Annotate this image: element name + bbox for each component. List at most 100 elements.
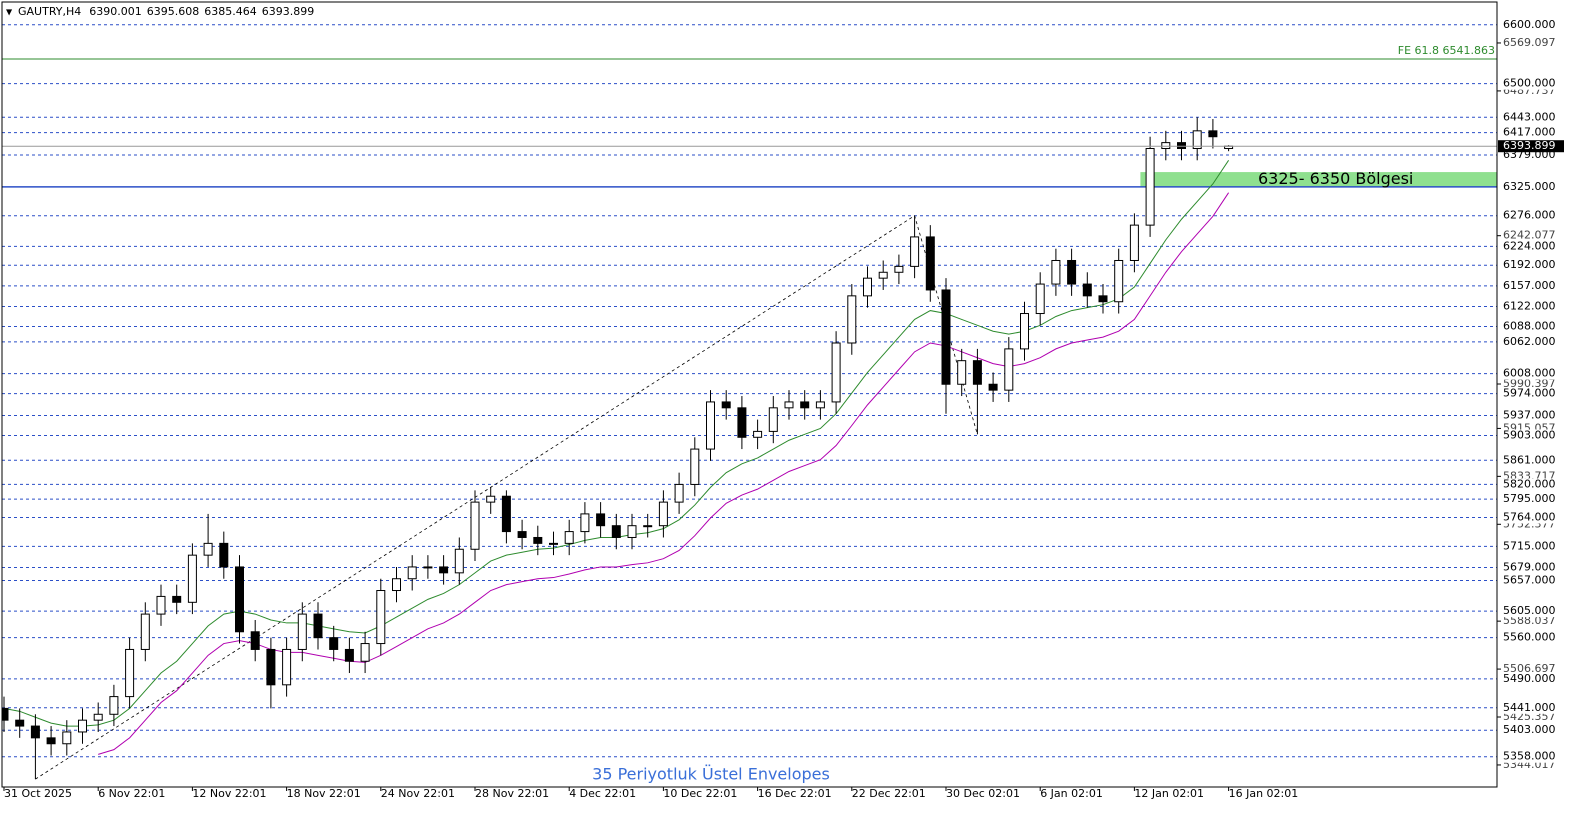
- zone-label: 6325- 6350 Bölgesi: [1258, 169, 1413, 188]
- candle-body: [235, 566, 244, 633]
- candle-body: [62, 731, 72, 745]
- candle-body: [470, 501, 480, 550]
- candle-body: [768, 407, 778, 432]
- candle-body: [156, 595, 166, 615]
- level-label-bg: [1500, 701, 1592, 714]
- candle-body: [1067, 259, 1077, 285]
- candle-body: [1177, 142, 1186, 150]
- candle-body: [1004, 348, 1014, 391]
- candle-body: [93, 713, 103, 721]
- level-label: 5903.000: [1503, 429, 1556, 442]
- level-label: 5861.000: [1503, 453, 1556, 466]
- level-label-bg: [1500, 300, 1592, 313]
- level-label-bg: [1500, 259, 1592, 272]
- candle-body: [674, 483, 684, 503]
- candle-body: [690, 448, 700, 485]
- level-label: 6276.000: [1503, 209, 1556, 222]
- x-tick-label: 28 Nov 22:01: [475, 787, 549, 800]
- level-label-bg: [1500, 279, 1592, 292]
- x-tick-label: 10 Dec 22:01: [663, 787, 737, 800]
- level-label: 6088.000: [1503, 319, 1556, 332]
- x-tick-label: 6 Jan 02:01: [1040, 787, 1103, 800]
- y-tick-label: 5588.037: [1503, 614, 1556, 627]
- x-tick-label: 22 Dec 22:01: [852, 787, 926, 800]
- header-close: 6393.899: [262, 5, 315, 18]
- level-label-bg: [1500, 493, 1592, 506]
- level-label: 5937.000: [1503, 408, 1556, 421]
- symbol: GAUTRY,H4: [18, 5, 81, 18]
- level-label-bg: [1500, 631, 1592, 644]
- candle-body: [329, 637, 339, 650]
- candle-body: [2, 707, 9, 721]
- level-label: 6008.000: [1503, 367, 1556, 380]
- candle-body: [815, 401, 825, 409]
- level-label-bg: [1500, 320, 1592, 333]
- level-label-bg: [1500, 605, 1592, 618]
- level-label: 6600.000: [1503, 18, 1556, 31]
- candle-body: [297, 613, 307, 650]
- x-tick-label: 24 Nov 22:01: [381, 787, 455, 800]
- candle-body: [454, 548, 464, 574]
- candle-body: [1098, 295, 1108, 303]
- candle-body: [1082, 283, 1092, 297]
- candle-body: [486, 495, 496, 503]
- x-tick-label: 12 Jan 02:01: [1134, 787, 1204, 800]
- y-tick-label: 6569.097: [1503, 36, 1556, 49]
- candle-body: [1208, 130, 1218, 138]
- candle-body: [376, 590, 386, 645]
- level-label: 5358.000: [1503, 750, 1556, 763]
- candle-body: [910, 236, 920, 267]
- level-label-bg: [1500, 367, 1592, 380]
- candle-body: [878, 271, 888, 279]
- level-label-bg: [1500, 180, 1592, 193]
- plot-frame: [1, 1, 1498, 788]
- y-tick-label: 5990.397: [1503, 377, 1556, 390]
- level-label: 5795.000: [1503, 492, 1556, 505]
- candle-body: [250, 631, 260, 650]
- level-label: 6157.000: [1503, 279, 1556, 292]
- candle-body: [988, 383, 998, 391]
- candle-body: [360, 643, 370, 662]
- candle-body: [721, 401, 731, 409]
- candle-body: [596, 513, 606, 527]
- candle-body: [580, 513, 590, 533]
- level-label: 6417.000: [1503, 126, 1556, 139]
- x-tick-label: 31 Oct 2025: [4, 787, 72, 800]
- fe-label: FE 61.8 6541.863: [1398, 44, 1495, 57]
- candle-body: [423, 566, 433, 569]
- candle-body: [203, 542, 213, 556]
- candle-body: [1129, 224, 1139, 261]
- x-tick-label: 30 Dec 02:01: [946, 787, 1020, 800]
- level-label: 5403.000: [1503, 723, 1556, 736]
- level-label-bg: [1500, 111, 1592, 124]
- level-label: 5657.000: [1503, 573, 1556, 586]
- x-tick-label: 16 Dec 22:01: [758, 787, 832, 800]
- level-label: 5715.000: [1503, 539, 1556, 552]
- candle-body: [831, 342, 841, 403]
- candle-body: [549, 542, 558, 545]
- candle-body: [800, 401, 810, 409]
- candle-body: [753, 430, 763, 438]
- level-label-bg: [1500, 672, 1592, 685]
- candle-body: [658, 501, 668, 527]
- candle-body: [125, 648, 135, 698]
- y-tick-label: 5506.697: [1503, 662, 1556, 675]
- candle-body: [313, 613, 323, 639]
- indicator-label: 35 Periyotluk Üstel Envelopes: [592, 765, 830, 784]
- candle-body: [172, 595, 182, 603]
- level-label: 6062.000: [1503, 335, 1556, 348]
- level-label-bg: [1500, 335, 1592, 348]
- level-label-bg: [1500, 126, 1592, 139]
- level-label-bg: [1500, 511, 1592, 524]
- candle-body: [344, 648, 354, 662]
- collapse-arrow[interactable]: ▼: [6, 8, 13, 17]
- level-label: 5820.000: [1503, 477, 1556, 490]
- candle-body: [407, 566, 417, 580]
- level-label: 5560.000: [1503, 631, 1556, 644]
- level-label-bg: [1500, 724, 1592, 737]
- candle-body: [439, 566, 449, 574]
- candle-body: [219, 542, 229, 568]
- candle-body: [863, 277, 872, 297]
